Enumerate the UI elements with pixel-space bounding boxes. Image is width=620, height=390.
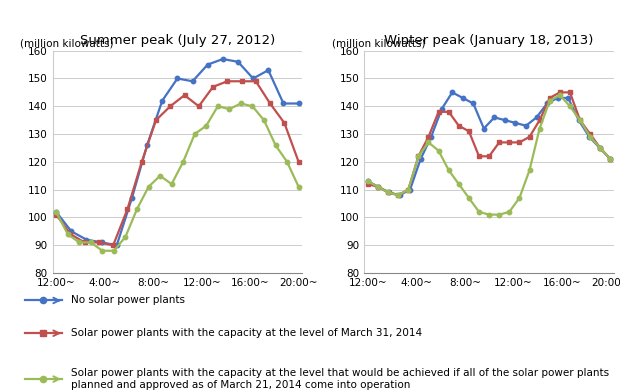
Text: (million kilowatts): (million kilowatts) <box>332 39 425 48</box>
Text: Solar power plants with the capacity at the level of March 31, 2014: Solar power plants with the capacity at … <box>71 328 422 338</box>
Title: Summer peak (July 27, 2012): Summer peak (July 27, 2012) <box>80 34 275 47</box>
Title: Winter peak (January 18, 2013): Winter peak (January 18, 2013) <box>384 34 594 47</box>
Text: (million kilowatts): (million kilowatts) <box>20 39 114 48</box>
Text: Solar power plants with the capacity at the level that would be achieved if all : Solar power plants with the capacity at … <box>71 368 609 390</box>
Text: No solar power plants: No solar power plants <box>71 296 185 305</box>
